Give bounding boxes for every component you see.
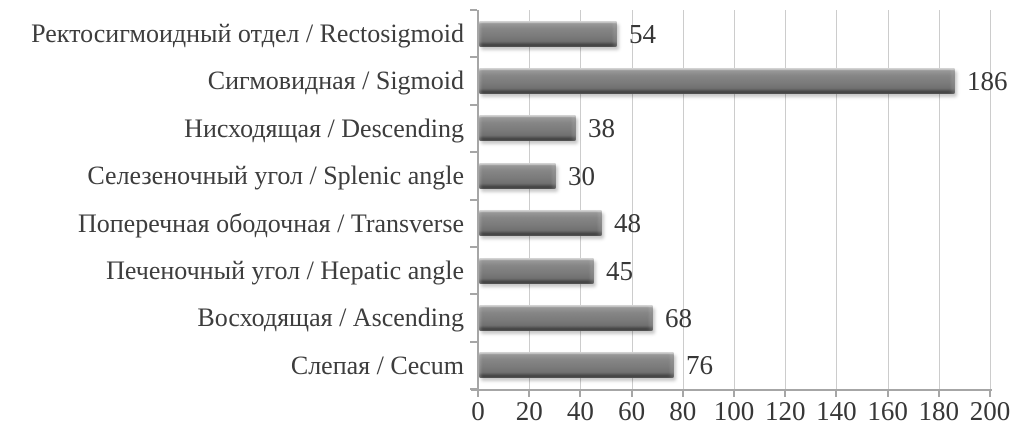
gridline [580,10,581,389]
y-axis-line [477,10,479,391]
y-axis-tick [470,388,477,390]
gridline [836,10,837,389]
gridline [734,10,735,389]
bar [479,68,955,94]
x-axis-tick [733,391,735,397]
y-axis-tick [470,199,477,201]
x-tick-label: 180 [918,396,960,426]
gridline [529,10,530,389]
gridline [785,10,786,389]
bar [479,305,653,331]
x-tick-label: 200 [969,396,1011,426]
y-axis-tick [470,9,477,11]
y-axis-tick [470,246,477,248]
y-axis-tick [470,293,477,295]
x-axis-tick [835,391,837,397]
x-tick-label: 0 [471,396,485,426]
bar [479,210,602,236]
plot-area [478,10,991,389]
category-label: Поперечная ободочная / Transverse [77,208,464,238]
category-label: Печеночный угол / Hepatic angle [106,255,464,285]
x-tick-label: 20 [515,396,543,426]
x-axis-line [471,389,992,391]
bar [479,258,594,284]
x-axis-tick [887,391,889,397]
x-tick-label: 80 [669,396,697,426]
gridline [888,10,889,389]
gridline [939,10,940,389]
value-label: 45 [606,256,633,286]
bar [479,352,674,378]
category-label: Слепая / Cecum [290,350,464,380]
x-axis-tick [477,391,479,397]
x-tick-label: 120 [764,396,806,426]
x-axis-tick [784,391,786,397]
value-label: 68 [665,303,692,333]
value-label: 38 [588,113,615,143]
value-label: 54 [629,19,656,49]
category-label: Восходящая / Ascending [197,302,464,332]
bar [479,21,617,47]
x-tick-label: 40 [566,396,594,426]
x-tick-label: 100 [713,396,755,426]
bar [479,115,576,141]
x-axis-tick [938,391,940,397]
x-tick-label: 60 [618,396,646,426]
category-label: Сигмовидная / Sigmoid [207,65,464,95]
gridline [632,10,633,389]
value-label: 30 [568,161,595,191]
x-axis-tick [682,391,684,397]
x-tick-label: 140 [816,396,857,426]
y-axis-tick [470,151,477,153]
y-axis-tick [470,104,477,106]
value-label: 76 [686,350,713,380]
category-label: Селезеночный угол / Splenic angle [87,160,464,190]
gridline [990,10,991,389]
category-label: Ректосигмоидный отдел / Rectosigmoid [31,18,464,48]
gridline [683,10,684,389]
category-label: Нисходящая / Descending [184,113,464,143]
value-label: 48 [614,208,641,238]
x-axis-tick [631,391,633,397]
y-axis-tick [470,56,477,58]
x-tick-label: 160 [867,396,908,426]
value-label: 186 [967,66,1008,96]
x-axis-tick [579,391,581,397]
x-axis-tick [528,391,530,397]
x-axis-tick [989,391,991,397]
bar [479,163,556,189]
y-axis-tick [470,341,477,343]
